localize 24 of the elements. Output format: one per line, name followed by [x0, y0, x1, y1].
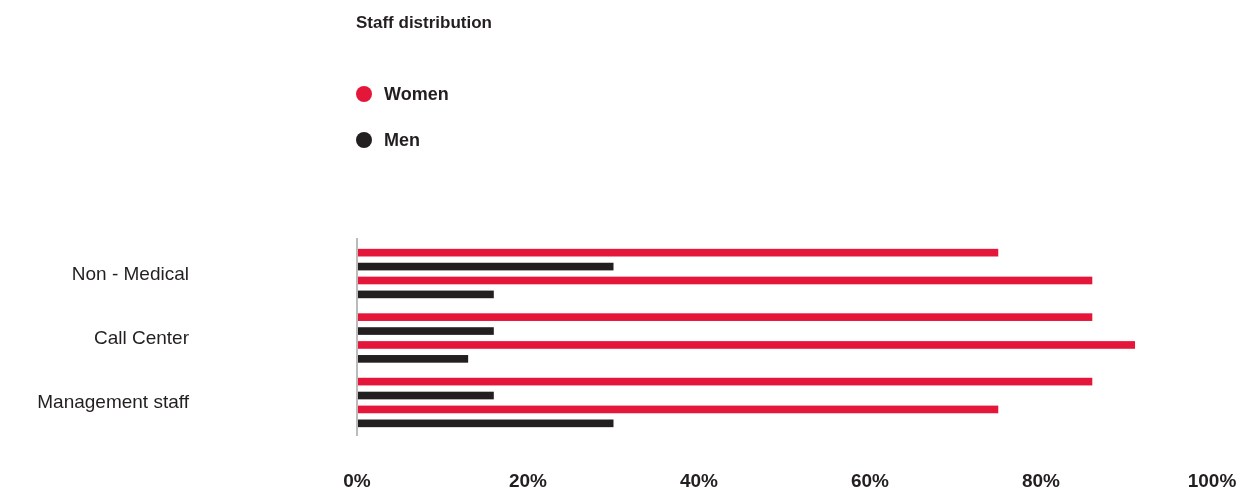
legend-label: Women: [384, 84, 449, 104]
bar: [357, 391, 494, 400]
bar: [357, 262, 614, 271]
x-tick-label: 80%: [1021, 470, 1061, 490]
x-tick-label: 20%: [508, 470, 548, 490]
x-tick-label: 60%: [850, 470, 890, 490]
y-tick-label: Management staff: [37, 391, 190, 413]
bar: [357, 355, 469, 363]
x-tick-label: 0%: [343, 470, 371, 490]
bar: [357, 377, 1093, 386]
x-tick-label: 100%: [1187, 470, 1237, 490]
bar: [357, 276, 1093, 285]
chart-title: Staff distribution: [356, 13, 492, 32]
legend-label: Men: [384, 130, 420, 150]
bar: [357, 313, 1093, 321]
x-tick-label: 40%: [679, 470, 719, 490]
bar: [357, 405, 999, 414]
bar: [357, 419, 614, 428]
bar: [357, 290, 494, 299]
bar: [357, 248, 999, 257]
y-tick-label: Call Center: [93, 327, 190, 348]
bar: [357, 341, 1136, 349]
bar: [357, 327, 494, 335]
y-tick-label: Non - Medical: [71, 262, 189, 284]
